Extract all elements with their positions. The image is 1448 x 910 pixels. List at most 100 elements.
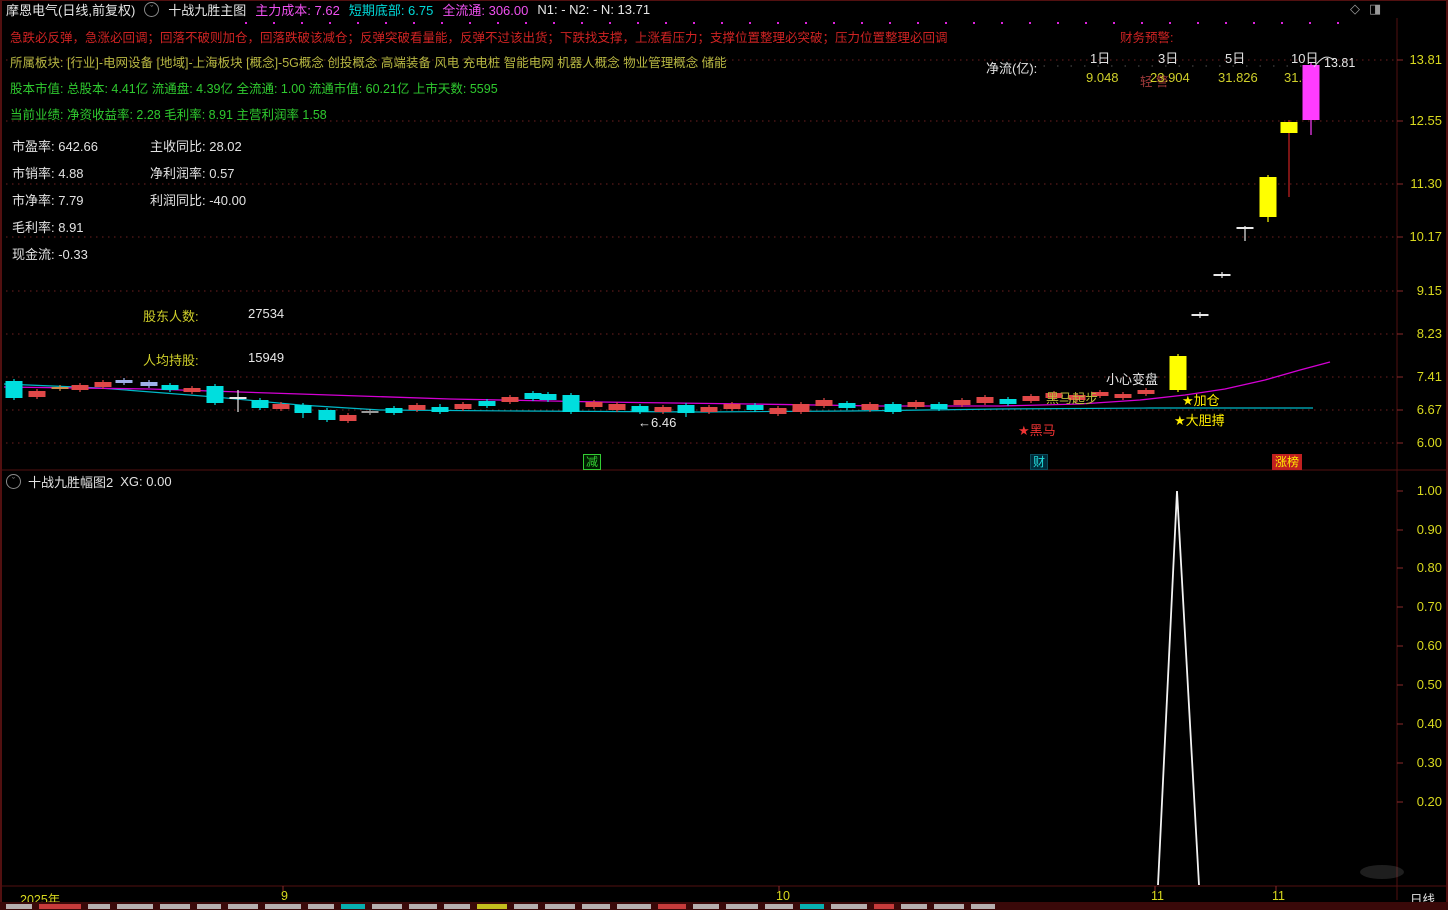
shareholder-count-label: 股东人数:	[143, 309, 199, 324]
shareholder-count-value: 27534	[248, 306, 285, 321]
ticker-text-fragment	[160, 904, 190, 909]
indicator-axis-label: 0.40	[1416, 716, 1442, 731]
ticker-text-fragment	[39, 904, 81, 909]
chart-annotation: 黑马起步	[1046, 391, 1099, 406]
netflow-period-header: 10日	[1291, 51, 1319, 66]
stat-row: 毛利率: 8.91	[12, 220, 84, 235]
stat-row: 利润同比: -40.00	[150, 193, 247, 208]
netflow-value: 23.904	[1150, 70, 1190, 85]
metric-short-bottom: 短期底部: 6.75	[348, 3, 434, 18]
time-axis-label: 11	[1272, 889, 1285, 903]
main-indicator-name[interactable]: 十战九胜主图	[168, 3, 247, 18]
ticker-text-fragment	[934, 904, 964, 909]
ticker-text-fragment	[444, 904, 470, 909]
ticker-text-fragment	[874, 904, 894, 909]
ticker-text-fragment	[800, 904, 824, 909]
fundamental-stats-col2: 主收同比: 28.02 净利润率: 0.57 利润同比: -40.00	[150, 136, 246, 209]
chart-annotation: ★黑马	[1018, 423, 1056, 438]
strategy-warning-line: 急跌必反弹，急涨必回调；回落不破则加仓，回落跌破该减仓；反弹突破看量能，反弹不过…	[10, 31, 948, 45]
indicator-axis-label: 1.00	[1416, 483, 1442, 498]
ticker-text-fragment	[477, 904, 507, 909]
chevron-down-icon[interactable]: ˇ	[144, 2, 160, 17]
indicator-axis-label: 0.70	[1416, 599, 1442, 614]
ticker-text-fragment	[726, 904, 758, 909]
ticker-text-fragment	[228, 904, 258, 909]
chart-annotation: ★加仓	[1182, 393, 1220, 408]
time-axis-label: 9	[281, 889, 288, 903]
netflow-period-header: 3日	[1158, 51, 1179, 66]
chart-annotation: 小心变盘	[1106, 372, 1159, 387]
high-price-callout: 13.81	[1324, 56, 1356, 70]
ticker-text-fragment	[197, 904, 221, 909]
chart-annotation: ★大胆搏	[1174, 413, 1225, 428]
stat-row: 净利润率: 0.57	[150, 166, 235, 181]
price-axis-label: 11.30	[1410, 176, 1442, 191]
ticker-text-fragment	[341, 904, 365, 909]
stat-row: 主收同比: 28.02	[150, 139, 242, 154]
ticker-text-fragment	[765, 904, 793, 909]
sub-pane-header: ˇ 十战九胜幅图2 XG: 0.00	[6, 472, 172, 491]
ticker-text-fragment	[265, 904, 301, 909]
netflow-label: 净流(亿):	[986, 61, 1038, 76]
split-window-icon[interactable]: ◨	[1369, 1, 1382, 16]
price-axis-label: 8.23	[1416, 326, 1442, 341]
scrolling-news-ticker[interactable]	[0, 902, 1448, 910]
ticker-text-fragment	[617, 904, 651, 909]
netflow-period-header: 5日	[1225, 51, 1246, 66]
diamond-icon[interactable]: ◇	[1350, 1, 1360, 16]
ticker-text-fragment	[6, 904, 32, 909]
finance-warning-level: 轻 警	[1140, 75, 1169, 89]
sub-indicator-name[interactable]: 十战九胜幅图2	[28, 475, 114, 490]
netflow-value: 31.826	[1218, 70, 1258, 85]
indicator-axis-label: 0.90	[1416, 522, 1442, 537]
price-axis-label: 13.81	[1409, 52, 1442, 67]
event-badge: 财	[1030, 454, 1049, 470]
stat-row: 市盈率: 642.66	[12, 139, 98, 154]
title-bar: 摩恩电气(日线,前复权) ˇ 十战九胜主图 主力成本: 7.62 短期底部: 6…	[6, 1, 650, 18]
performance-line: 当前业绩: 净资收益率: 2.28 毛利率: 8.91 主营利润率 1.58	[10, 108, 327, 122]
capital-line: 股本市值: 总股本: 4.41亿 流通盘: 4.39亿 全流通: 1.00 流通…	[10, 82, 498, 96]
metric-n-values: N1: - N2: - N: 13.71	[537, 2, 651, 17]
price-axis-label: 7.41	[1416, 369, 1442, 384]
ticker-text-fragment	[514, 904, 538, 909]
time-axis-label: 11	[1151, 889, 1164, 903]
indicator-axis-label: 0.50	[1416, 677, 1442, 692]
price-axis-label: 12.55	[1409, 113, 1442, 128]
event-badge: 减	[583, 454, 602, 470]
indicator-axis-label: 0.30	[1416, 755, 1442, 770]
netflow-value: 9.048	[1086, 70, 1119, 85]
indicator-axis-label: 0.20	[1416, 794, 1442, 809]
event-badge: 涨榜	[1272, 454, 1303, 470]
ticker-text-fragment	[658, 904, 686, 909]
ticker-text-fragment	[409, 904, 437, 909]
ticker-text-fragment	[971, 904, 995, 909]
ticker-text-fragment	[582, 904, 610, 909]
time-axis-label: 10	[776, 889, 790, 903]
chevron-down-icon[interactable]: ˇ	[6, 474, 21, 489]
avg-holding-value: 15949	[248, 350, 285, 365]
chart-annotation: ←6.46	[638, 415, 677, 430]
stat-row: 现金流: -0.33	[12, 247, 88, 262]
price-axis-label: 9.15	[1416, 283, 1442, 298]
indicator-axis-label: 0.60	[1416, 638, 1442, 653]
ticker-text-fragment	[831, 904, 867, 909]
stock-title: 摩恩电气(日线,前复权)	[6, 3, 136, 18]
ticker-text-fragment	[901, 904, 927, 909]
indicator-axis-label: 0.80	[1416, 560, 1442, 575]
ticker-text-fragment	[88, 904, 110, 909]
ticker-text-fragment	[545, 904, 575, 909]
ticker-text-fragment	[308, 904, 334, 909]
price-axis-label: 6.00	[1416, 435, 1442, 450]
price-axis-label: 6.67	[1416, 402, 1442, 417]
netflow-period-header: 1日	[1090, 51, 1111, 66]
stat-row: 市净率: 7.79	[12, 193, 84, 208]
metric-main-cost: 主力成本: 7.62	[255, 3, 340, 18]
finance-warning-title: 财务预警:	[1120, 31, 1174, 45]
stat-row: 市销率: 4.88	[12, 166, 84, 181]
fundamental-stats-col1: 市盈率: 642.66 市销率: 4.88 市净率: 7.79 毛利率: 8.91 现金…	[12, 136, 98, 263]
ticker-text-fragment	[372, 904, 402, 909]
metric-full-float: 全流通: 306.00	[442, 3, 529, 18]
